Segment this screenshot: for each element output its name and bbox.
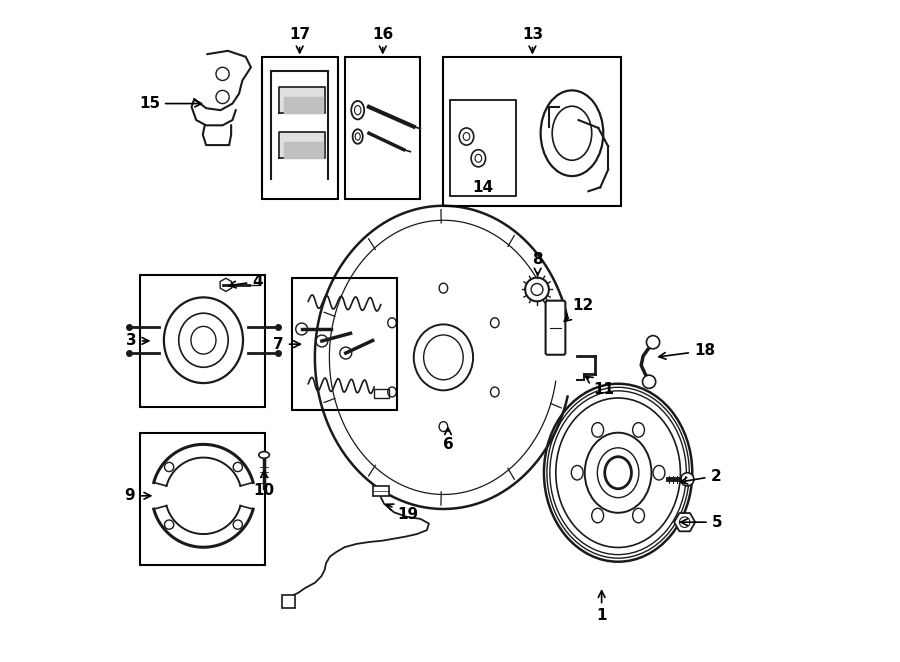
Bar bbox=[374, 389, 389, 399]
Bar bbox=[292, 278, 397, 410]
Bar bbox=[345, 58, 420, 199]
Circle shape bbox=[680, 473, 694, 486]
Ellipse shape bbox=[491, 318, 500, 328]
Ellipse shape bbox=[591, 422, 604, 437]
Text: 15: 15 bbox=[139, 96, 202, 111]
Text: 1: 1 bbox=[597, 591, 607, 624]
Circle shape bbox=[643, 375, 656, 389]
Bar bbox=[444, 58, 621, 206]
Text: 5: 5 bbox=[680, 514, 723, 530]
Text: 12: 12 bbox=[564, 299, 593, 322]
Ellipse shape bbox=[572, 465, 583, 480]
Ellipse shape bbox=[388, 318, 396, 328]
Ellipse shape bbox=[633, 422, 644, 437]
Circle shape bbox=[526, 277, 549, 301]
Circle shape bbox=[165, 520, 174, 529]
Ellipse shape bbox=[653, 465, 665, 480]
FancyBboxPatch shape bbox=[545, 301, 565, 355]
Bar bbox=[140, 433, 266, 565]
Ellipse shape bbox=[633, 508, 644, 523]
Ellipse shape bbox=[388, 387, 396, 397]
Circle shape bbox=[233, 462, 242, 471]
Ellipse shape bbox=[459, 128, 473, 145]
Ellipse shape bbox=[439, 422, 447, 432]
Text: 6: 6 bbox=[443, 428, 454, 452]
Ellipse shape bbox=[259, 451, 269, 458]
Text: 17: 17 bbox=[289, 27, 310, 53]
Circle shape bbox=[646, 336, 660, 349]
Ellipse shape bbox=[351, 101, 364, 119]
Bar bbox=[282, 594, 295, 608]
Bar bbox=[262, 58, 338, 199]
Text: 3: 3 bbox=[126, 334, 148, 348]
Ellipse shape bbox=[591, 508, 604, 523]
Circle shape bbox=[233, 520, 242, 529]
Ellipse shape bbox=[353, 129, 363, 144]
Text: 2: 2 bbox=[680, 469, 721, 484]
Text: 13: 13 bbox=[522, 27, 543, 53]
Ellipse shape bbox=[439, 283, 447, 293]
Text: 16: 16 bbox=[372, 27, 393, 53]
Text: 8: 8 bbox=[533, 252, 543, 275]
Text: 7: 7 bbox=[274, 337, 301, 352]
Bar bbox=[373, 486, 389, 496]
Circle shape bbox=[165, 462, 174, 471]
Text: 11: 11 bbox=[586, 377, 615, 397]
Text: 10: 10 bbox=[254, 471, 274, 498]
Bar bbox=[140, 275, 266, 407]
Text: 4: 4 bbox=[230, 274, 263, 289]
Bar bbox=[450, 100, 516, 196]
Text: 14: 14 bbox=[472, 181, 493, 195]
Text: 9: 9 bbox=[124, 489, 150, 503]
Ellipse shape bbox=[491, 387, 500, 397]
Text: 18: 18 bbox=[659, 344, 715, 359]
Text: 19: 19 bbox=[386, 504, 418, 522]
Ellipse shape bbox=[471, 150, 486, 167]
